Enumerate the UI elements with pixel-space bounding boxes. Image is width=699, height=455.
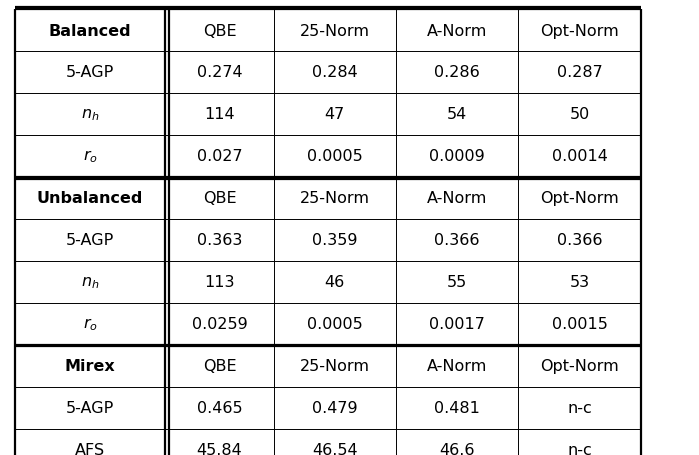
Text: 0.027: 0.027	[196, 149, 243, 164]
Text: 0.286: 0.286	[434, 66, 480, 80]
Text: 25-Norm: 25-Norm	[300, 359, 370, 373]
Text: 5-AGP: 5-AGP	[66, 233, 115, 248]
Text: A-Norm: A-Norm	[427, 24, 487, 38]
Text: 54: 54	[447, 107, 467, 122]
Text: 0.0005: 0.0005	[307, 317, 363, 331]
Text: QBE: QBE	[203, 359, 236, 373]
Text: 55: 55	[447, 275, 467, 289]
Text: 45.84: 45.84	[196, 442, 243, 455]
Text: $n_h$: $n_h$	[81, 274, 99, 290]
Text: 0.0017: 0.0017	[429, 317, 485, 331]
Text: n-c: n-c	[567, 400, 592, 415]
Text: 47: 47	[325, 107, 345, 122]
Text: A-Norm: A-Norm	[427, 191, 487, 206]
Text: 5-AGP: 5-AGP	[66, 400, 115, 415]
Text: Opt-Norm: Opt-Norm	[540, 24, 619, 38]
Text: $n_h$: $n_h$	[81, 107, 99, 122]
Text: 46.54: 46.54	[312, 442, 358, 455]
Text: 0.0014: 0.0014	[552, 149, 607, 164]
Text: 0.366: 0.366	[556, 233, 603, 248]
Text: 46.6: 46.6	[440, 442, 475, 455]
Text: 0.0259: 0.0259	[192, 317, 247, 331]
Text: 0.479: 0.479	[312, 400, 358, 415]
Text: 53: 53	[570, 275, 589, 289]
Text: QBE: QBE	[203, 191, 236, 206]
Text: 114: 114	[204, 107, 235, 122]
Text: Mirex: Mirex	[65, 359, 115, 373]
Text: 0.0009: 0.0009	[429, 149, 485, 164]
Text: 46: 46	[325, 275, 345, 289]
Text: 5-AGP: 5-AGP	[66, 66, 115, 80]
Text: 0.287: 0.287	[556, 66, 603, 80]
Text: 0.274: 0.274	[196, 66, 243, 80]
Text: A-Norm: A-Norm	[427, 359, 487, 373]
Text: 25-Norm: 25-Norm	[300, 24, 370, 38]
Text: 0.359: 0.359	[312, 233, 358, 248]
Text: 50: 50	[570, 107, 589, 122]
Text: 113: 113	[204, 275, 235, 289]
Text: 0.465: 0.465	[196, 400, 243, 415]
Text: QBE: QBE	[203, 24, 236, 38]
Text: 0.366: 0.366	[434, 233, 480, 248]
Text: Unbalanced: Unbalanced	[37, 191, 143, 206]
Text: Opt-Norm: Opt-Norm	[540, 359, 619, 373]
Text: 0.0005: 0.0005	[307, 149, 363, 164]
Text: 0.0015: 0.0015	[552, 317, 607, 331]
Text: 0.481: 0.481	[434, 400, 480, 415]
Text: Balanced: Balanced	[49, 24, 131, 38]
Text: AFS: AFS	[75, 442, 106, 455]
Text: 25-Norm: 25-Norm	[300, 191, 370, 206]
Text: $r_o$: $r_o$	[82, 316, 98, 332]
Text: $r_o$: $r_o$	[82, 148, 98, 165]
Text: 0.284: 0.284	[312, 66, 358, 80]
Text: n-c: n-c	[567, 442, 592, 455]
Text: Opt-Norm: Opt-Norm	[540, 191, 619, 206]
Text: 0.363: 0.363	[197, 233, 242, 248]
